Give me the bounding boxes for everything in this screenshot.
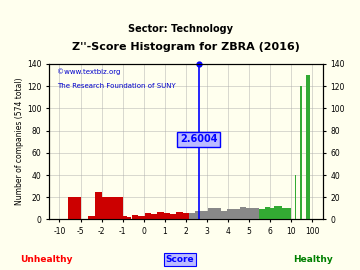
- Bar: [170, 214, 176, 220]
- Bar: [195, 211, 202, 220]
- Bar: [306, 75, 310, 220]
- Bar: [221, 211, 227, 220]
- Bar: [125, 217, 131, 220]
- Bar: [102, 197, 123, 220]
- Text: Unhealthy: Unhealthy: [21, 255, 73, 264]
- Bar: [214, 208, 221, 220]
- Bar: [274, 206, 282, 220]
- Bar: [233, 210, 240, 220]
- Text: ©www.textbiz.org: ©www.textbiz.org: [57, 69, 121, 75]
- Y-axis label: Number of companies (574 total): Number of companies (574 total): [15, 78, 24, 205]
- Bar: [208, 208, 214, 220]
- Bar: [265, 207, 270, 220]
- Bar: [246, 208, 252, 220]
- Bar: [118, 216, 127, 220]
- Bar: [240, 207, 246, 220]
- Bar: [145, 213, 151, 220]
- Bar: [95, 192, 102, 220]
- Bar: [300, 86, 302, 220]
- Text: Score: Score: [166, 255, 194, 264]
- Bar: [279, 208, 287, 220]
- Text: Healthy: Healthy: [293, 255, 333, 264]
- Bar: [68, 197, 81, 220]
- Title: Z''-Score Histogram for ZBRA (2016): Z''-Score Histogram for ZBRA (2016): [72, 42, 300, 52]
- Bar: [132, 215, 139, 220]
- Bar: [151, 214, 157, 220]
- Bar: [202, 211, 208, 220]
- Bar: [295, 175, 296, 220]
- Bar: [176, 212, 183, 220]
- Bar: [164, 213, 170, 220]
- Bar: [139, 216, 145, 220]
- Bar: [252, 208, 258, 220]
- Bar: [285, 208, 291, 220]
- Bar: [183, 213, 189, 220]
- Bar: [87, 216, 95, 220]
- Bar: [189, 213, 195, 220]
- Bar: [157, 212, 164, 220]
- Bar: [227, 210, 233, 220]
- Text: The Research Foundation of SUNY: The Research Foundation of SUNY: [57, 83, 176, 89]
- Text: 2.6004: 2.6004: [180, 134, 217, 144]
- Text: Sector: Technology: Sector: Technology: [127, 24, 233, 34]
- Bar: [258, 210, 265, 220]
- Bar: [265, 208, 277, 220]
